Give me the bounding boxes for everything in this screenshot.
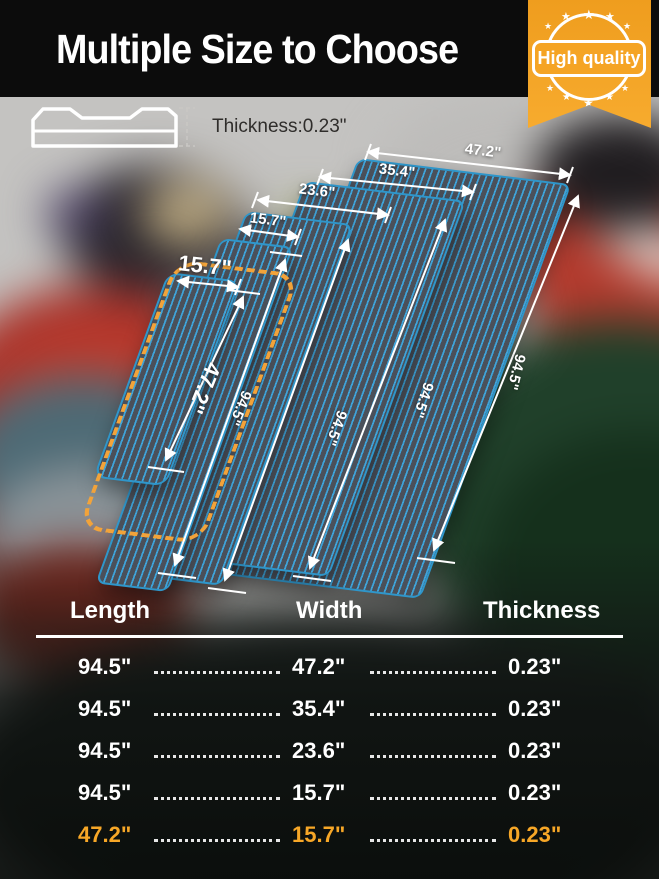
width-value: 23.6" — [292, 738, 346, 763]
dotted-leader — [154, 712, 280, 716]
length-value: 94.5" — [78, 738, 132, 763]
column-header-width: Width — [296, 597, 363, 624]
star-icon: ★ — [562, 92, 571, 103]
thickness-value: 0.23" — [508, 822, 562, 847]
dotted-leader — [154, 796, 280, 800]
star-icon: ★ — [561, 11, 571, 23]
thickness-value: 0.23" — [508, 738, 562, 763]
dotted-leader — [370, 670, 496, 674]
dotted-leader — [154, 670, 280, 674]
table-row: 94.5" 35.4" 0.23" — [0, 688, 659, 730]
page-title: Multiple Size to Choose — [56, 26, 459, 72]
table-row: 94.5" 15.7" 0.23" — [0, 772, 659, 814]
pad-cross-section-icon — [31, 107, 195, 148]
star-icon: ★ — [544, 21, 553, 31]
star-icon: ★ — [621, 83, 630, 93]
dotted-leader — [370, 796, 496, 800]
thickness-value: 0.23" — [508, 654, 562, 679]
length-value: 94.5" — [78, 696, 132, 721]
star-icon: ★ — [583, 7, 595, 22]
thickness-value: 0.23" — [508, 780, 562, 805]
thickness-label: Thickness:0.23" — [212, 116, 347, 137]
dotted-leader — [154, 838, 280, 842]
dotted-leader — [154, 754, 280, 758]
width-value: 15.7" — [292, 822, 346, 847]
size-table: Length Width Thickness 94.5" 47.2" 0.23"… — [0, 595, 659, 856]
table-row: 94.5" 23.6" 0.23" — [0, 730, 659, 772]
length-value: 94.5" — [78, 780, 132, 805]
star-icon: ★ — [546, 83, 555, 93]
header-divider — [36, 635, 623, 638]
table-row-highlighted: 47.2" 15.7" 0.23" — [0, 814, 659, 856]
table-row: 94.5" 47.2" 0.23" — [0, 646, 659, 688]
column-header-length: Length — [70, 597, 150, 624]
thickness-callout: Thickness:0.23" — [30, 104, 347, 150]
width-value: 15.7" — [292, 780, 346, 805]
pad1-width-label: 15.7" — [177, 250, 233, 281]
badge-label: High quality — [532, 40, 646, 77]
dotted-leader — [370, 712, 496, 716]
column-header-thickness: Thickness — [483, 597, 601, 624]
width-value: 35.4" — [292, 696, 346, 721]
length-value: 94.5" — [78, 654, 132, 679]
star-icon: ★ — [605, 92, 614, 103]
dotted-leader — [370, 754, 496, 758]
star-icon: ★ — [605, 11, 615, 23]
length-value: 47.2" — [78, 822, 132, 847]
star-icon: ★ — [623, 21, 632, 31]
dotted-leader — [370, 838, 496, 842]
width-value: 47.2" — [292, 654, 346, 679]
star-icon: ★ — [583, 96, 594, 110]
size-table-header: Length Width Thickness — [0, 595, 659, 631]
thickness-value: 0.23" — [508, 696, 562, 721]
